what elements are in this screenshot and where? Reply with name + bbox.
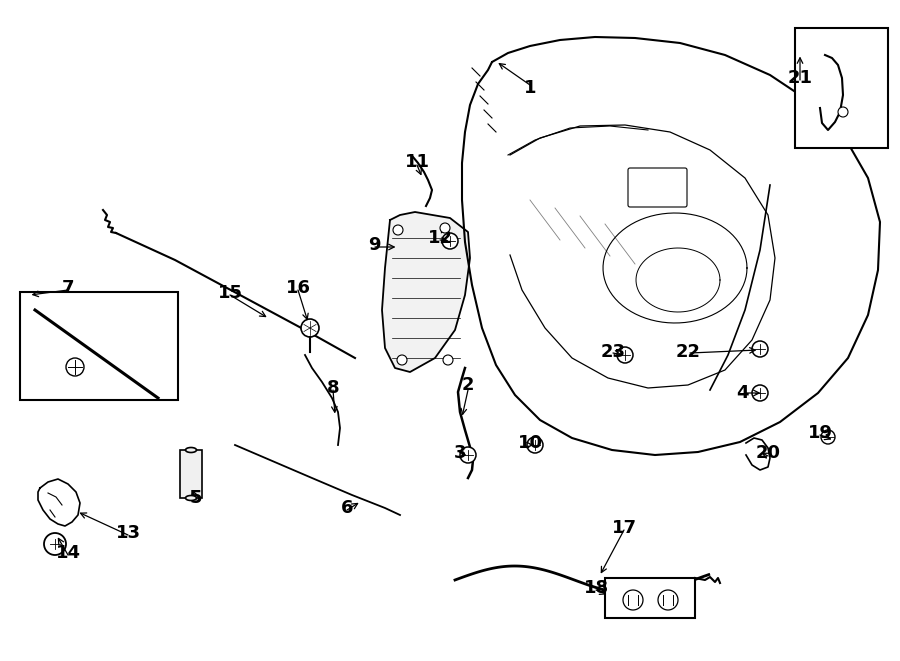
Circle shape xyxy=(301,319,319,337)
Text: 22: 22 xyxy=(676,343,700,361)
Text: 4: 4 xyxy=(736,384,748,402)
Polygon shape xyxy=(382,212,470,372)
Text: 11: 11 xyxy=(404,153,429,171)
Circle shape xyxy=(443,355,453,365)
Circle shape xyxy=(838,107,848,117)
Circle shape xyxy=(440,223,450,233)
Circle shape xyxy=(442,233,458,249)
Circle shape xyxy=(66,358,84,376)
Text: 21: 21 xyxy=(788,69,813,87)
Circle shape xyxy=(617,347,633,363)
Text: 1: 1 xyxy=(524,79,536,97)
Circle shape xyxy=(393,225,403,235)
Text: 23: 23 xyxy=(600,343,626,361)
Text: 2: 2 xyxy=(462,376,474,394)
Circle shape xyxy=(623,590,643,610)
Bar xyxy=(20,292,178,400)
Circle shape xyxy=(752,341,768,357)
Text: 13: 13 xyxy=(115,524,140,542)
Bar xyxy=(605,578,695,618)
Text: 7: 7 xyxy=(62,279,74,297)
Text: 17: 17 xyxy=(611,519,636,537)
Text: 12: 12 xyxy=(428,229,453,247)
Text: 19: 19 xyxy=(807,424,833,442)
Text: 8: 8 xyxy=(327,379,339,397)
Circle shape xyxy=(527,437,543,453)
Bar xyxy=(795,28,888,148)
Text: 5: 5 xyxy=(190,489,203,507)
Text: 3: 3 xyxy=(454,444,466,462)
Text: 18: 18 xyxy=(583,579,608,597)
Circle shape xyxy=(397,355,407,365)
Text: 9: 9 xyxy=(368,236,380,254)
Text: 14: 14 xyxy=(56,544,80,562)
Circle shape xyxy=(821,430,835,444)
Text: 6: 6 xyxy=(341,499,353,517)
Text: 15: 15 xyxy=(218,284,242,302)
Ellipse shape xyxy=(185,496,196,500)
Circle shape xyxy=(460,447,476,463)
Text: 16: 16 xyxy=(285,279,310,297)
Text: 20: 20 xyxy=(755,444,780,462)
Bar xyxy=(180,450,202,498)
Text: 10: 10 xyxy=(518,434,543,452)
Circle shape xyxy=(752,385,768,401)
Circle shape xyxy=(44,533,66,555)
Circle shape xyxy=(658,590,678,610)
Ellipse shape xyxy=(185,447,196,453)
